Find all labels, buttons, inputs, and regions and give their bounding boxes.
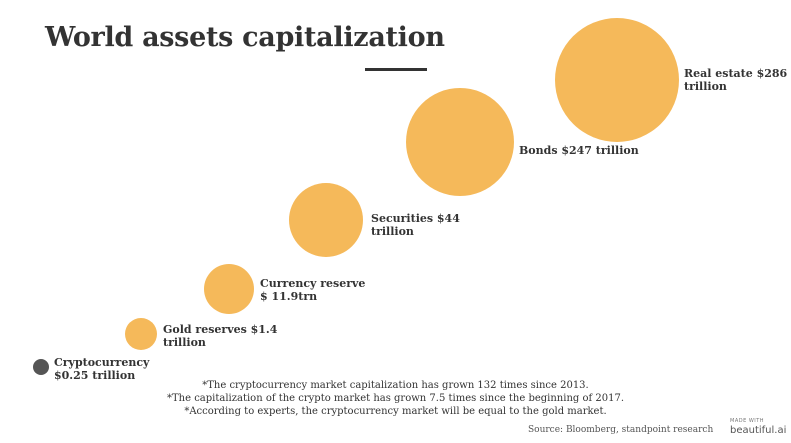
bubble-label-securities: Securities $44 trillion — [371, 212, 460, 238]
bubble-cryptocurrency — [33, 359, 49, 375]
footnote-2: *The capitalization of the crypto market… — [0, 393, 791, 404]
bubble-gold-reserves — [125, 318, 157, 350]
bubble-real-estate — [555, 18, 679, 142]
footnote-3-text: *According to experts, the cryptocurrenc… — [184, 406, 607, 417]
brand-made-with: MADE WITH — [730, 418, 765, 424]
bubble-currency-reserve — [204, 264, 254, 314]
bubble-bonds — [406, 88, 514, 196]
title-underline — [365, 68, 427, 71]
footnote-2-text: *The capitalization of the crypto market… — [166, 393, 624, 404]
footnote-1-text: *The cryptocurrency market capitalizatio… — [202, 380, 589, 391]
source-note: Source: Bloomberg, standpoint research — [528, 425, 714, 435]
brand-logo[interactable]: beautiful.ai — [730, 425, 787, 436]
bubble-label-cryptocurrency: Cryptocurrency $0.25 trillion — [54, 356, 150, 382]
bubble-label-currency-reserve: Currency reserve $ 11.9trn — [260, 277, 366, 303]
footnote-1: *The cryptocurrency market capitalizatio… — [0, 380, 791, 391]
chart-title: World assets capitalization — [45, 22, 445, 53]
bubble-label-bonds: Bonds $247 trillion — [519, 144, 639, 157]
footnote-3: *According to experts, the cryptocurrenc… — [0, 406, 791, 417]
bubble-label-real-estate: Real estate $286 trillion — [684, 67, 788, 93]
bubble-securities — [289, 183, 363, 257]
bubble-label-gold-reserves: Gold reserves $1.4 trillion — [163, 323, 278, 349]
